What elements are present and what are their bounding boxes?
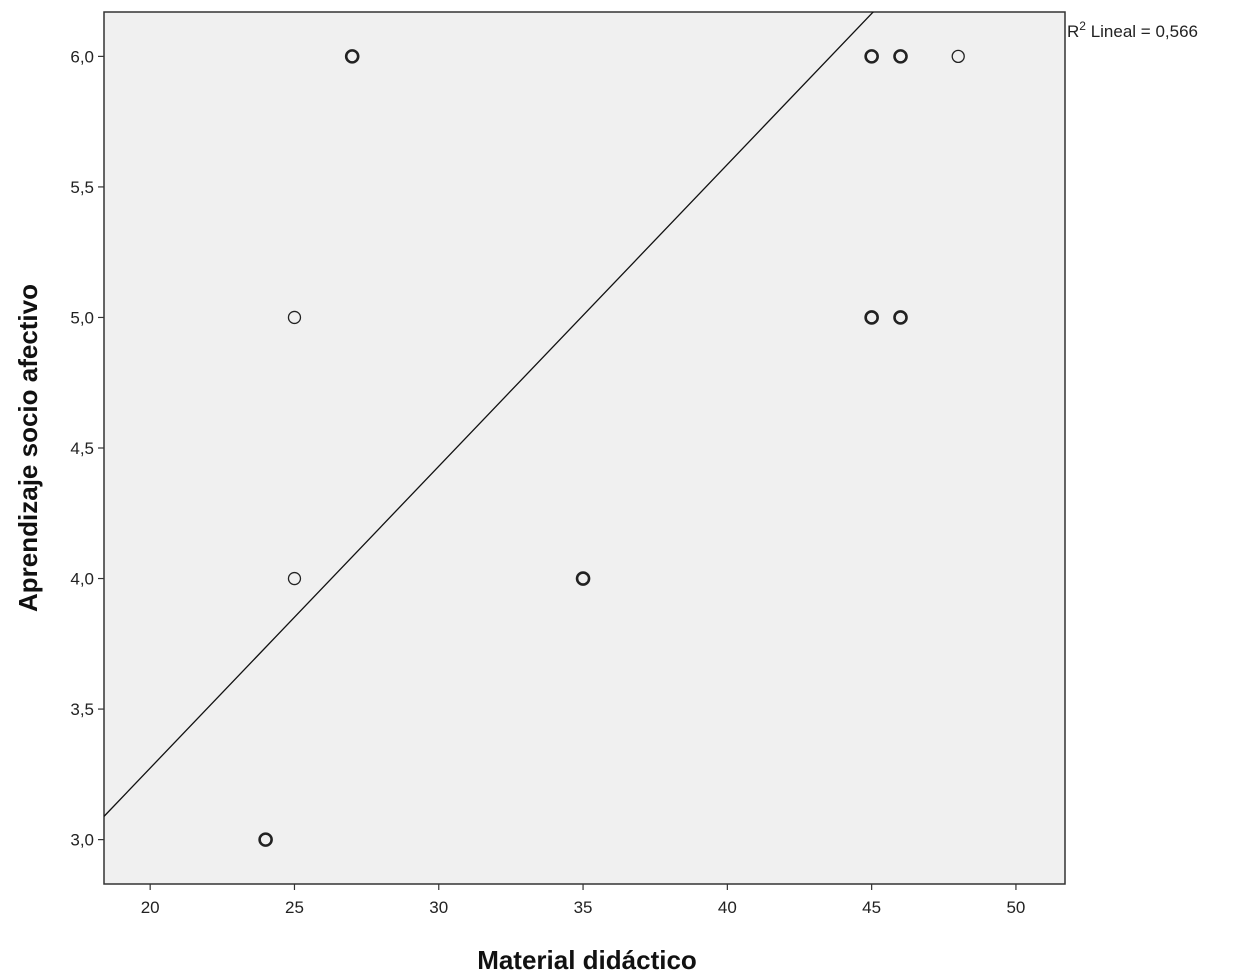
y-tick-label: 5,0 [70,308,94,327]
data-points [258,49,965,847]
r-squared-annotation: R2 Lineal = 0,566 [1067,19,1198,41]
r-squared-superscript: 2 [1079,19,1086,33]
x-tick-label: 25 [285,898,304,917]
x-tick-label: 35 [574,898,593,917]
y-tick-label: 4,0 [70,570,94,589]
x-tick-label: 20 [141,898,160,917]
data-point [344,49,360,64]
y-axis-title: Aprendizaje socio afectivo [13,284,43,612]
x-axis: 20 25 30 35 40 45 50 [141,884,1025,917]
plot-area [103,11,1066,885]
data-point [287,310,302,325]
data-point [893,49,908,64]
regression-line [104,12,875,817]
r-squared-value: Lineal = 0,566 [1086,22,1198,41]
data-point [951,49,965,64]
x-tick-label: 30 [429,898,448,917]
y-tick-label: 5,5 [70,178,94,197]
x-axis-title: Material didáctico [477,945,697,975]
y-tick-label: 3,0 [70,831,94,850]
data-point [258,832,273,847]
x-tick-label: 50 [1006,898,1025,917]
data-point [864,310,879,325]
data-point [864,49,879,64]
y-tick-label: 6,0 [70,47,94,66]
y-tick-label: 3,5 [70,700,94,719]
data-point [575,571,591,586]
data-point [893,310,908,325]
data-point [287,571,302,586]
x-tick-label: 45 [862,898,881,917]
y-axis: 3,0 3,5 4,0 4,5 5,0 5,5 6,0 [70,47,104,850]
x-tick-label: 40 [718,898,737,917]
r-squared-prefix: R [1067,22,1079,41]
y-tick-label: 4,5 [70,439,94,458]
